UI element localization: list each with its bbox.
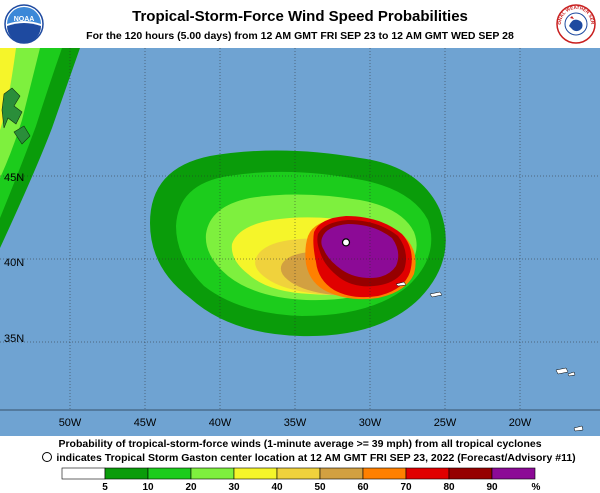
- storm-center-marker: [341, 238, 351, 247]
- legend-label-5: 5: [102, 482, 108, 493]
- longitude-labels: 50W 45W 40W 35W 30W 25W 20W: [59, 417, 532, 429]
- lat-label-45n: 45N: [4, 172, 24, 184]
- legend-swatch: [362, 467, 407, 480]
- legend-label-30: 30: [228, 482, 240, 493]
- legend-swatch: [147, 467, 192, 480]
- noaa-logo-text: NOAA: [14, 16, 35, 23]
- lat-label-40n: 40N: [4, 257, 24, 269]
- legend-label-50: 50: [314, 482, 326, 493]
- legend-swatch: [190, 467, 235, 480]
- land-upper-left: [0, 48, 80, 248]
- header: NOAA Tropical-Storm-Force Wind Speed Pro…: [0, 0, 600, 48]
- footer-storm-note: indicates Tropical Storm Gaston center l…: [18, 452, 600, 464]
- contour-gt90: [321, 224, 399, 278]
- noaa-logo-icon: NOAA: [4, 4, 44, 44]
- legend-label-80: 80: [443, 482, 455, 493]
- footer: Probability of tropical-storm-force wind…: [0, 436, 600, 493]
- legend-label-percent: %: [532, 482, 541, 493]
- legend-label-60: 60: [357, 482, 369, 493]
- legend-label-70: 70: [400, 482, 412, 493]
- lat-label-35n: 35N: [4, 333, 24, 345]
- nws-logo-icon: NATIONAL WEATHER SERVICE: [556, 4, 596, 44]
- lon-label-30w: 30W: [359, 417, 382, 429]
- legend-labels: 5 10 20 30 40 50 60 70 80 90 %: [102, 482, 540, 493]
- legend-label-20: 20: [185, 482, 197, 493]
- legend-label-90: 90: [486, 482, 498, 493]
- lon-label-35w: 35W: [284, 417, 307, 429]
- page-title: Tropical-Storm-Force Wind Speed Probabil…: [132, 8, 468, 25]
- legend-swatches: [61, 467, 536, 480]
- legend-label-40: 40: [271, 482, 283, 493]
- probability-contours: [150, 150, 446, 337]
- lon-label-50w: 50W: [59, 417, 82, 429]
- footer-description: Probability of tropical-storm-force wind…: [58, 438, 542, 450]
- legend-swatch: [233, 467, 278, 480]
- legend-swatch: [276, 467, 321, 480]
- legend-swatch: [61, 467, 106, 480]
- footer-storm-text: indicates Tropical Storm Gaston center l…: [56, 452, 576, 464]
- legend-label-10: 10: [142, 482, 154, 493]
- azores-islands: [395, 281, 584, 432]
- lon-label-25w: 25W: [434, 417, 457, 429]
- legend-swatch: [319, 467, 364, 480]
- legend-swatch: [405, 467, 450, 480]
- legend-swatch: [491, 467, 536, 480]
- probability-map: 45N 40N 35N 50W 45W 40W 35W 30W 25W 20W: [0, 48, 600, 436]
- legend-swatch: [104, 467, 149, 480]
- legend-swatch: [448, 467, 493, 480]
- graticule: [0, 48, 600, 411]
- storm-marker-icon: [42, 452, 53, 462]
- probability-legend: 5 10 20 30 40 50 60 70 80 90 %: [61, 467, 541, 493]
- page-subtitle: For the 120 hours (5.00 days) from 12 AM…: [86, 30, 514, 42]
- lon-label-20w: 20W: [509, 417, 532, 429]
- lon-label-45w: 45W: [134, 417, 157, 429]
- latitude-labels: 45N 40N 35N: [4, 172, 24, 345]
- lon-label-40w: 40W: [209, 417, 232, 429]
